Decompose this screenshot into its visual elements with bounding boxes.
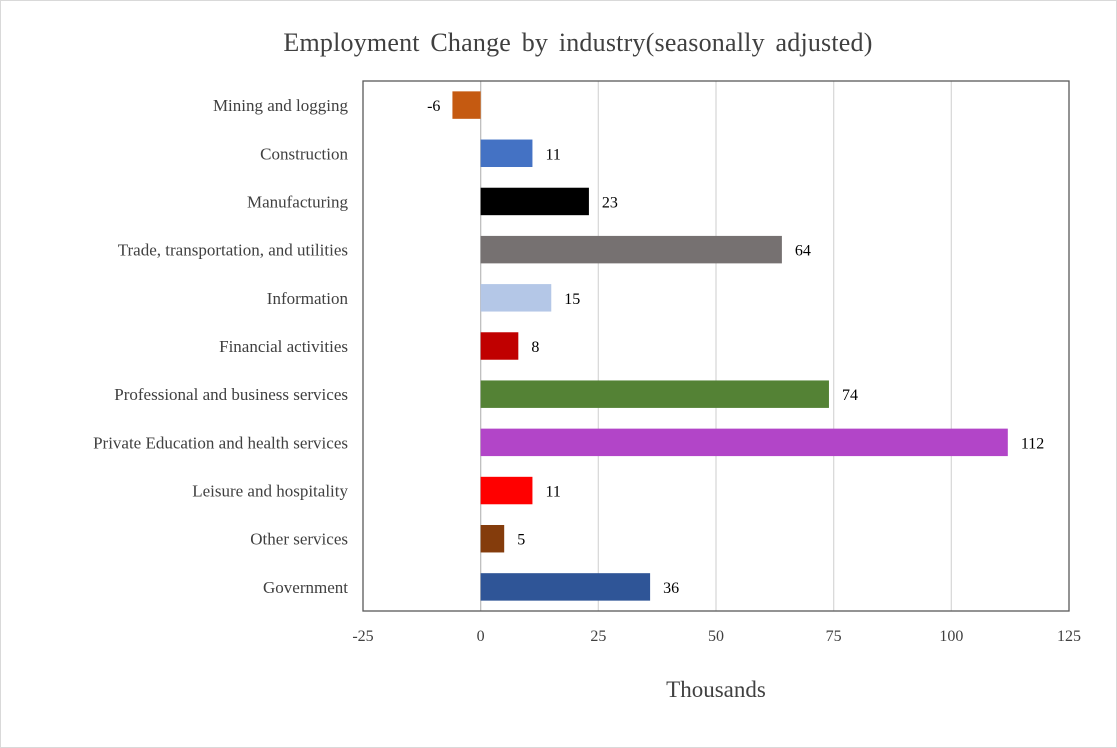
x-tick-label: -25 — [352, 628, 373, 645]
data-label: 11 — [545, 146, 560, 163]
data-label: 5 — [517, 532, 525, 549]
x-tick-label: 50 — [708, 628, 724, 645]
category-label: Government — [263, 578, 348, 597]
category-label: Manufacturing — [247, 192, 349, 211]
bar — [480, 573, 651, 601]
bar — [480, 235, 782, 264]
category-label: Information — [267, 289, 349, 308]
data-label: -6 — [427, 98, 440, 115]
x-tick-label: 100 — [939, 628, 963, 645]
labels: -25 0 25 50 75 100 125 Mining and logging -6 Cons… — [93, 96, 1081, 645]
bar — [452, 91, 481, 119]
category-label: Construction — [260, 144, 348, 163]
data-label: 23 — [602, 194, 618, 211]
x-tick-label: 25 — [590, 628, 606, 645]
x-tick-label: 0 — [477, 628, 485, 645]
chart-title: Employment Change by industry(seasonally… — [283, 28, 873, 57]
category-label: Trade, transportation, and utilities — [118, 241, 348, 260]
x-axis-title: Thousands — [666, 677, 766, 702]
bar — [480, 284, 552, 312]
category-label: Financial activities — [219, 337, 348, 356]
x-tick-label: 125 — [1057, 628, 1081, 645]
data-label: 64 — [795, 243, 811, 260]
bar — [480, 139, 533, 168]
bars — [452, 91, 1008, 601]
bar — [480, 380, 829, 408]
category-label: Professional and business services — [114, 385, 348, 404]
data-label: 8 — [531, 339, 539, 356]
category-label: Leisure and hospitality — [192, 482, 348, 501]
data-label: 112 — [1021, 435, 1044, 452]
x-tick-label: 75 — [826, 628, 842, 645]
data-label: 74 — [842, 387, 858, 404]
bar — [480, 524, 505, 553]
data-label: 15 — [564, 291, 580, 308]
bar — [480, 332, 519, 360]
category-label: Private Education and health services — [93, 433, 348, 452]
bar — [480, 428, 1008, 457]
data-label: 36 — [663, 580, 679, 597]
data-label: 11 — [545, 484, 560, 501]
category-label: Other services — [250, 530, 348, 549]
plot-area — [362, 80, 1070, 612]
category-label: Mining and logging — [213, 96, 349, 115]
bar — [480, 187, 589, 216]
bar — [480, 476, 533, 505]
